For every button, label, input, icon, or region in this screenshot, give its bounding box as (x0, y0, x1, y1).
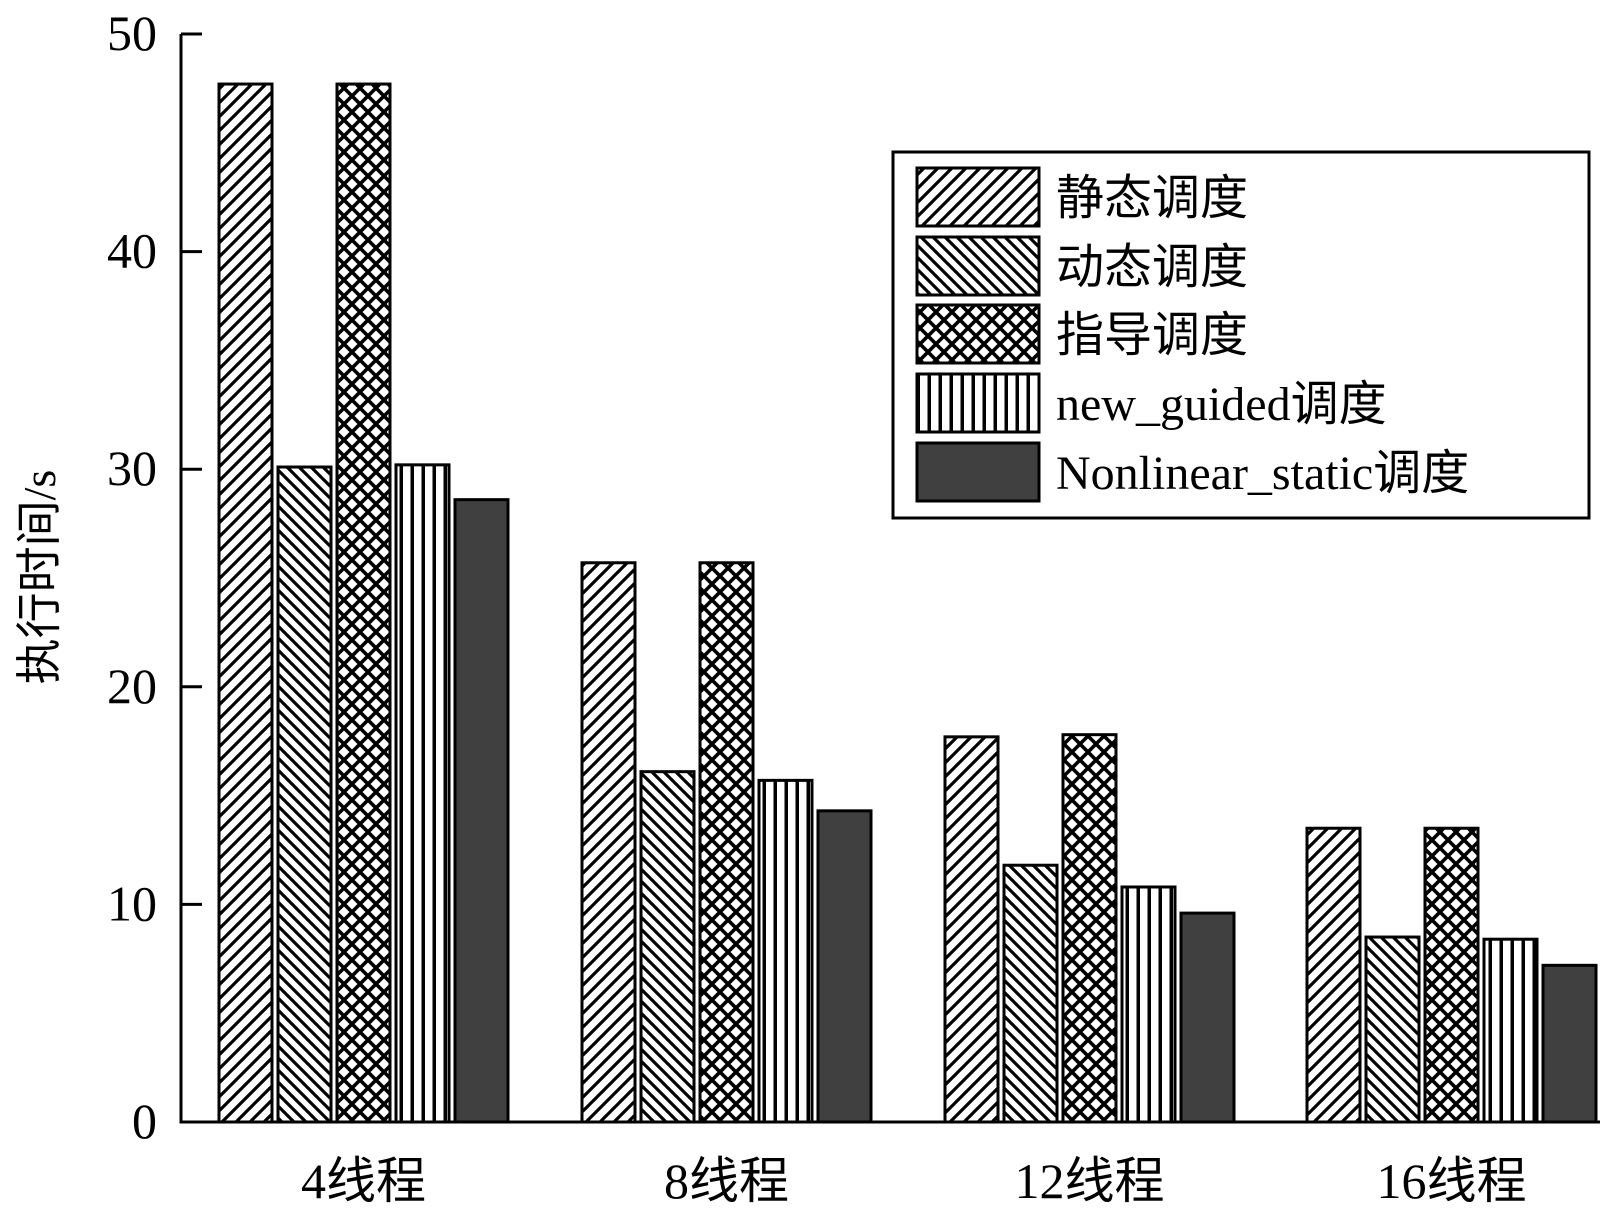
legend-label-4: new_guided调度 (1056, 378, 1387, 431)
legend-label-5: Nonlinear_static调度 (1056, 447, 1469, 500)
bar-series-3 (1423, 826, 1480, 1124)
bar-series-1 (580, 561, 637, 1124)
bar-series-1 (217, 82, 274, 1124)
legend-swatch-1 (915, 166, 1041, 228)
bar-series-4 (757, 778, 814, 1124)
x-tick-label: 16线程 (1377, 1153, 1527, 1209)
legend-label-3: 指导调度 (1056, 309, 1248, 362)
x-tick-label: 12线程 (1015, 1153, 1165, 1209)
bar-series-3 (698, 561, 755, 1124)
legend-swatch-3 (915, 303, 1041, 365)
legend-swatch-5 (915, 441, 1041, 503)
y-ticks: 0 10 20 30 40 50 (107, 5, 202, 1149)
bar-series-5 (816, 809, 873, 1124)
bar-series-2 (1002, 863, 1059, 1124)
bar-series-3 (1061, 733, 1118, 1124)
bar-series-5 (1179, 911, 1236, 1124)
x-tick-label: 8线程 (664, 1153, 789, 1209)
bar-series-4 (1120, 885, 1177, 1124)
x-tick-label: 4线程 (301, 1153, 426, 1209)
legend-swatch-2 (915, 235, 1041, 297)
legend-label-2: 动态调度 (1056, 241, 1248, 294)
bars (217, 82, 1598, 1124)
bar-series-5 (453, 498, 510, 1124)
bar-series-2 (1364, 935, 1421, 1124)
bar-series-1 (1305, 826, 1362, 1124)
bar-series-5 (1541, 963, 1598, 1124)
bar-series-4 (394, 463, 451, 1124)
bar-series-2 (639, 770, 696, 1124)
bar-series-4 (1482, 937, 1539, 1124)
y-tick-label: 50 (107, 5, 157, 61)
legend-label-1: 静态调度 (1056, 172, 1248, 225)
y-tick-label: 30 (107, 440, 157, 496)
y-tick-label: 0 (132, 1093, 157, 1149)
legend-swatch-4 (915, 372, 1041, 434)
bar-series-3 (335, 82, 392, 1124)
bar-series-2 (276, 465, 333, 1124)
y-axis-title: 执行时间/s (14, 470, 65, 685)
bar-series-1 (943, 735, 1000, 1124)
x-tick-labels: 4线程 8线程 12线程 16线程 (301, 1153, 1527, 1209)
y-tick-label: 20 (107, 658, 157, 714)
y-tick-label: 40 (107, 223, 157, 279)
y-tick-label: 10 (107, 875, 157, 931)
